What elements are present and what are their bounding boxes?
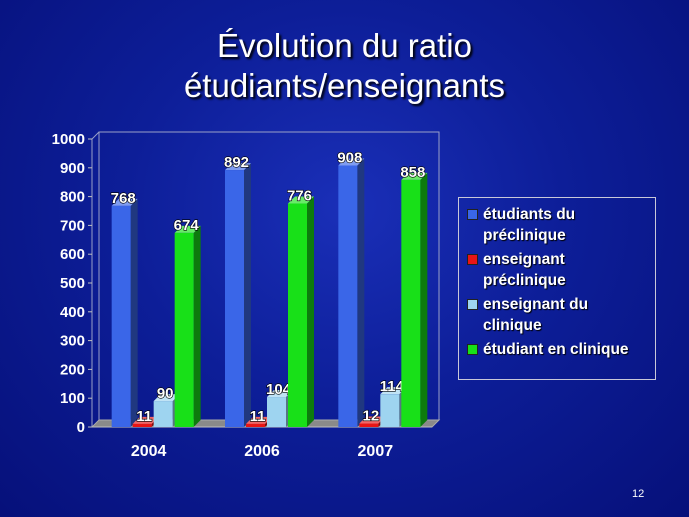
y-tick-label: 900	[60, 160, 85, 177]
bar-side	[193, 225, 201, 427]
plot-back-wall	[98, 131, 440, 421]
y-tick-label: 0	[77, 419, 85, 436]
plot-wall-edge	[91, 131, 100, 140]
y-tick-label: 100	[60, 390, 85, 407]
bar-top	[246, 416, 272, 424]
legend-swatch	[467, 209, 478, 220]
data-label: 11	[136, 408, 152, 425]
bar	[401, 179, 421, 427]
bar-top	[338, 158, 365, 166]
slide-title-line-2: étudiants/enseignants	[183, 67, 506, 104]
bar-top	[380, 387, 407, 395]
data-label: 776	[287, 188, 312, 205]
bar	[359, 423, 379, 427]
bar	[225, 170, 244, 427]
legend-label: enseignant du clinique	[483, 296, 589, 334]
legend-item: enseignant préclinique	[467, 249, 649, 291]
y-tick-label: 700	[60, 217, 85, 234]
bar	[380, 394, 400, 427]
bar-top	[174, 225, 201, 233]
data-label: 12	[362, 408, 379, 425]
legend-label: enseignant préclinique	[483, 251, 566, 289]
data-label: 104	[266, 381, 292, 398]
chart-legend: étudiants du préclinique enseignant préc…	[458, 197, 656, 380]
data-label: 892	[224, 154, 249, 171]
bar	[288, 203, 307, 427]
y-tick-label: 1000	[52, 131, 85, 148]
bar	[338, 165, 358, 427]
y-tick-label: 400	[60, 304, 85, 321]
bar-side	[130, 198, 138, 427]
legend-item: étudiants du préclinique	[467, 204, 649, 246]
bar	[132, 423, 152, 427]
slide-title: Évolution du ratio étudiants/enseignants	[0, 26, 689, 106]
legend-swatch	[467, 299, 478, 310]
y-tick-label: 500	[60, 275, 85, 292]
data-label: 768	[111, 190, 136, 207]
data-label: 908	[337, 149, 362, 166]
legend-item: étudiant en clinique	[467, 339, 649, 360]
x-tick-label: 2004	[131, 443, 167, 460]
bar-side	[357, 158, 365, 427]
y-tick-label: 600	[60, 246, 85, 263]
data-label: 90	[157, 385, 174, 402]
bar-top	[225, 163, 251, 171]
bar-top	[132, 416, 159, 424]
bar	[111, 205, 131, 427]
bar-top	[359, 416, 386, 424]
legend-label: étudiants du préclinique	[483, 206, 576, 244]
bar	[153, 401, 173, 427]
bar-top	[401, 172, 428, 180]
page-number: 12	[632, 488, 645, 500]
legend-swatch	[467, 254, 478, 265]
bar-top	[288, 196, 314, 204]
y-tick-label: 300	[60, 333, 85, 350]
y-tick-label: 800	[60, 189, 85, 206]
bar-side	[420, 172, 428, 427]
bar-side	[307, 196, 314, 427]
y-tick-label: 200	[60, 361, 85, 378]
legend-label: étudiant en clinique	[483, 341, 629, 358]
legend-swatch	[467, 344, 478, 355]
data-label: 674	[174, 217, 200, 234]
data-label: 858	[400, 164, 425, 181]
bar	[174, 232, 194, 427]
bar-top	[153, 394, 180, 402]
bar	[246, 423, 265, 427]
slide-title-line-1: Évolution du ratio	[217, 27, 472, 64]
data-label: 11	[250, 408, 266, 425]
bar-top	[111, 198, 138, 206]
x-tick-label: 2007	[358, 443, 394, 460]
x-tick-label: 2006	[244, 443, 280, 460]
bar	[267, 397, 286, 427]
bar-side	[244, 163, 251, 427]
bar-top	[267, 390, 293, 398]
legend-item: enseignant du clinique	[467, 294, 649, 336]
data-label: 114	[380, 378, 405, 395]
